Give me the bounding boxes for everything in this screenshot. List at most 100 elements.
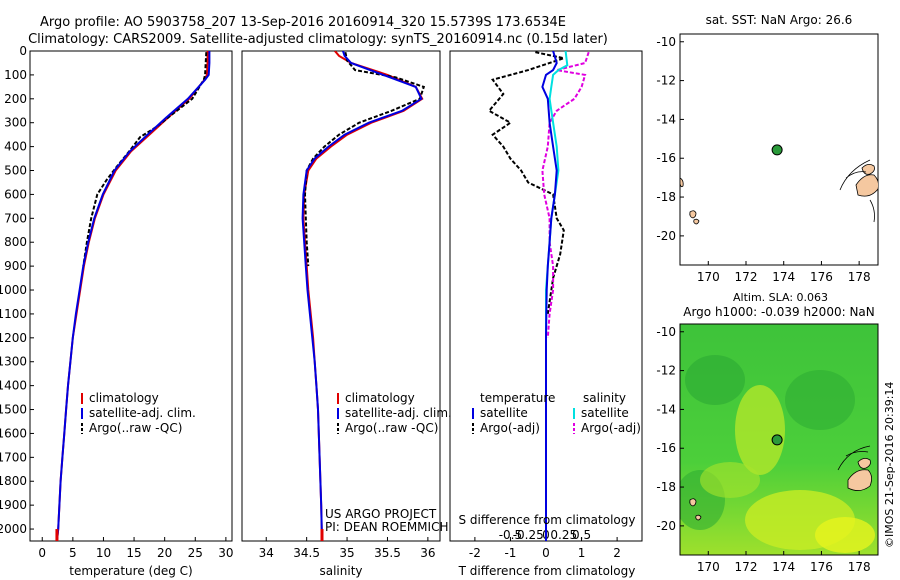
legend-argo: Argo(..raw -QC) [89, 421, 182, 435]
depth-tick-label: 600 [4, 187, 27, 201]
map-y-tick-label: -20 [656, 229, 676, 243]
map-x-tick-label: 170 [697, 560, 720, 574]
temperature-xlabel: temperature (deg C) [69, 564, 192, 578]
salinity-series [301, 51, 426, 541]
x-tick-label: 0 [542, 546, 550, 560]
x-tick-label: 20 [157, 546, 172, 560]
legend-argo: Argo(..raw -QC) [345, 421, 438, 435]
S-difference-argo-line [541, 51, 590, 338]
map-y-tick-label: -12 [656, 364, 676, 378]
float-position-marker [771, 434, 783, 446]
legend-salinity-title: salinity [583, 391, 626, 405]
salinity-satellite-line [301, 51, 423, 541]
depth-tick-label: 1100 [0, 307, 27, 321]
depth-tick-label: 1800 [0, 474, 27, 488]
x-tick-label: 1 [578, 546, 586, 560]
temperature-x-axis: 0 5 10 15 20 25 30 [38, 537, 234, 560]
x-tick-label: 5 [69, 546, 77, 560]
map-y-tick-label: -16 [656, 441, 676, 455]
depth-tick-label: 700 [4, 211, 27, 225]
map-x-tick-label: 174 [772, 560, 795, 574]
island-icon [680, 177, 684, 188]
x-tick-label: -1 [504, 546, 516, 560]
x-tick-label: 30 [218, 546, 233, 560]
x-tick-label: 35 [339, 546, 354, 560]
sla-map-title-line2: Argo h1000: -0.039 h2000: NaN [683, 305, 875, 319]
depth-tick-label: 1300 [0, 355, 27, 369]
sla-heatmap [680, 324, 878, 555]
difference-xlabel-T: T difference from climatology [458, 564, 636, 578]
map-y-tick-label: -10 [656, 325, 676, 339]
s-tick-label: -0.25 [513, 528, 544, 542]
legend-s-argo: Argo(-adj) [581, 421, 641, 435]
x-tick-label: 34 [259, 546, 274, 560]
depth-tick-label: 1000 [0, 283, 27, 297]
temperature-panel [29, 50, 233, 542]
difference-series [487, 51, 590, 541]
legend-satellite: satellite-adj. clim. [345, 406, 452, 420]
coastline-icon [839, 159, 875, 223]
depth-tick-label: 1200 [0, 331, 27, 345]
float-position-marker [771, 144, 783, 156]
x-tick-label: -2 [469, 546, 481, 560]
map-y-tick-label: -18 [656, 480, 676, 494]
depth-tick-label: 200 [4, 92, 27, 106]
x-tick-label: 10 [96, 546, 111, 560]
legend-climatology: climatology [89, 391, 159, 405]
salinity-panel [241, 50, 441, 542]
sla-map-title-line1: Altim. SLA: 0.063 [733, 291, 828, 304]
map-y-tick-label: -16 [656, 151, 676, 165]
depth-tick-label: 900 [4, 259, 27, 273]
salinity-xlabel: salinity [319, 564, 362, 578]
depth-tick-label: 0 [19, 44, 27, 58]
island-icon [693, 218, 700, 225]
legend-s-satellite: satellite [581, 406, 629, 420]
difference-legend: temperature satellite Argo(-adj) salinit… [472, 391, 641, 435]
map-x-tick-label: 170 [697, 270, 720, 284]
map-x-tick-label: 174 [772, 270, 795, 284]
map-y-tick-label: -12 [656, 74, 676, 88]
map-y-tick-label: -14 [656, 112, 676, 126]
map-x-tick-label: 178 [848, 270, 871, 284]
legend-climatology: climatology [345, 391, 415, 405]
map-y-tick-label: -14 [656, 402, 676, 416]
fiji-land-icon [855, 174, 878, 197]
project-name: US ARGO PROJECT [325, 507, 437, 521]
depth-tick-label: 1900 [0, 498, 27, 512]
x-tick-label: 0 [38, 546, 46, 560]
sst-map-land [680, 159, 878, 225]
x-tick-label: 25 [188, 546, 203, 560]
map-y-tick-label: -20 [656, 519, 676, 533]
figure-title-line2: Climatology: CARS2009. Satellite-adjuste… [28, 32, 608, 47]
x-tick-label: 2 [613, 546, 621, 560]
x-tick-label: 15 [126, 546, 141, 560]
sla-map-axes: 170 172 174 176 178 -10 -12 -14 -16 -18 -20 [656, 325, 870, 574]
map-x-tick-label: 178 [848, 560, 871, 574]
x-tick-label: 34.5 [293, 546, 320, 560]
salinity-legend: climatology satellite-adj. clim. Argo(..… [337, 391, 452, 435]
map-y-tick-label: -18 [656, 190, 676, 204]
x-tick-label: 36 [420, 546, 435, 560]
sst-map-title: sat. SST: NaN Argo: 26.6 [706, 13, 853, 27]
map-x-tick-label: 176 [810, 270, 833, 284]
legend-t-satellite: satellite [480, 406, 528, 420]
temperature-satellite-line [55, 51, 211, 541]
map-x-tick-label: 172 [735, 270, 758, 284]
depth-tick-label: 1600 [0, 426, 27, 440]
depth-axis: 0 100 200 300 400 500 600 700 800 900 1000 1100 1200… [0, 44, 34, 536]
island-icon [695, 514, 702, 521]
imos-credit: ©IMOS 21-Sep-2016 20:39:14 [883, 382, 896, 548]
figure-title-line1: Argo profile: AO 5903758_207 13-Sep-2016… [40, 15, 566, 30]
T-difference-satellite-line [541, 51, 558, 541]
map-x-tick-label: 172 [735, 560, 758, 574]
difference-x-axis: -2 -1 0 1 2-0.5-0.250 0.250.5 [469, 528, 621, 560]
project-pi: PI: DEAN ROEMMICH [325, 520, 448, 534]
T-difference-argo-line [487, 51, 568, 315]
island-icon [689, 210, 697, 219]
legend-satellite: satellite-adj. clim. [89, 406, 196, 420]
temperature-series [55, 51, 211, 541]
depth-tick-label: 1700 [0, 450, 27, 464]
s-tick-label: 0.5 [572, 528, 591, 542]
depth-tick-label: 1500 [0, 403, 27, 417]
